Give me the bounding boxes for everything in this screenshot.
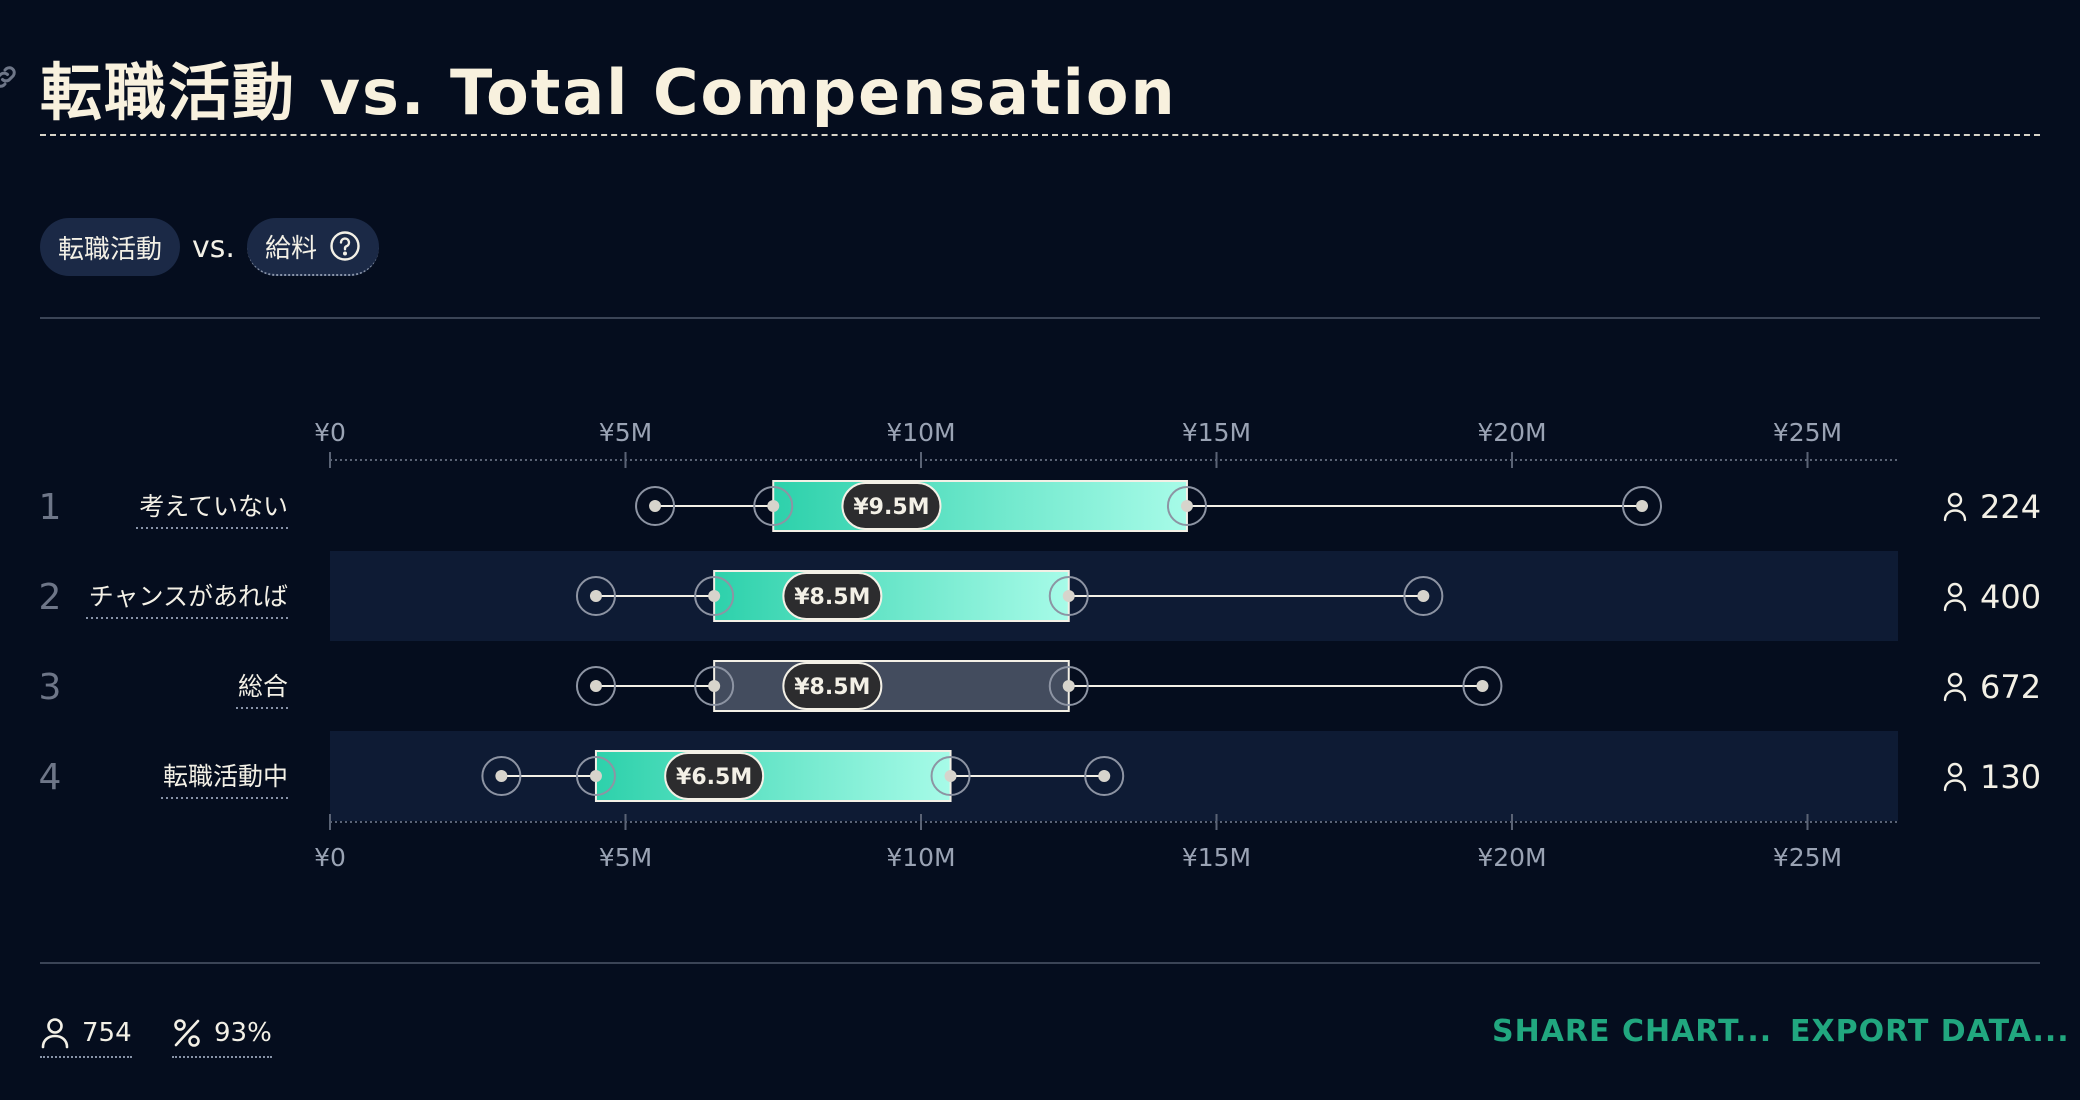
marker-ring-p10 [481, 756, 522, 796]
marker-ring-q1 [575, 756, 616, 796]
marker-dot-q1 [589, 770, 602, 782]
marker-dot-q1 [708, 590, 721, 602]
group-filter-pill[interactable]: 転職活動 [40, 218, 181, 276]
footer: 754 93% SHARE CHART... EXPORT DATA... [40, 1010, 2069, 1060]
marker-ring-q1 [694, 576, 735, 616]
iqr-box[interactable] [772, 480, 1188, 532]
x-tick-label: ¥15M [1182, 843, 1251, 872]
person-icon [41, 1018, 69, 1049]
median-label: ¥8.5M [794, 675, 870, 700]
marker-dot-q1 [708, 680, 721, 692]
marker-dot-q1 [767, 500, 780, 512]
row-label[interactable]: 考えていない [139, 492, 288, 521]
median-badge[interactable] [841, 482, 942, 530]
marker-dot-q3 [1180, 500, 1193, 512]
metric-filter-label: 給料 [264, 233, 317, 264]
section-divider-bottom [40, 962, 2040, 964]
median-badge[interactable] [664, 752, 765, 800]
x-tick-label: ¥5M [599, 418, 652, 447]
marker-dot-p90 [1476, 680, 1489, 692]
marker-dot-p10 [589, 590, 602, 602]
x-tick-label: ¥10M [886, 843, 955, 872]
iqr-box[interactable] [594, 750, 952, 802]
marker-ring-p10 [575, 666, 616, 706]
filter-row: 転職活動 vs. 給料 [40, 218, 379, 276]
x-tick-label: ¥0 [314, 418, 346, 447]
marker-ring-p90 [1403, 576, 1444, 616]
x-tick-label: ¥25M [1773, 843, 1842, 872]
title-divider [40, 134, 2040, 136]
percent-icon [174, 1019, 200, 1047]
vs-label: vs. [192, 229, 235, 265]
marker-ring-q1 [753, 486, 794, 526]
median-label: ¥6.5M [676, 765, 752, 790]
marker-dot-p10 [495, 770, 508, 782]
marker-dot-p90 [1098, 770, 1111, 782]
marker-ring-q3 [1048, 576, 1089, 616]
x-tick-label: ¥0 [314, 843, 346, 872]
export-data-button[interactable]: EXPORT DATA... [1790, 1014, 2070, 1049]
x-tick-label: ¥5M [599, 843, 652, 872]
help-icon[interactable] [329, 230, 361, 262]
row-label[interactable]: 総合 [238, 672, 288, 701]
person-icon [1943, 672, 1967, 702]
row-count: 672 [1980, 668, 2041, 706]
median-label: ¥9.5M [853, 495, 929, 520]
median-badge[interactable] [782, 572, 883, 620]
marker-ring-p90 [1462, 666, 1503, 706]
marker-dot-q3 [1062, 590, 1075, 602]
marker-ring-p90 [1622, 486, 1663, 526]
marker-ring-p10 [575, 576, 616, 616]
row-rank: 3 [39, 667, 62, 708]
row-rank: 2 [39, 577, 62, 618]
marker-dot-q3 [944, 770, 957, 782]
marker-dot-p10 [649, 500, 662, 512]
median-label: ¥8.5M [794, 585, 870, 610]
iqr-box[interactable] [713, 660, 1070, 712]
box-row[interactable]: 3 総合 ¥8.5M 672 [39, 660, 2042, 712]
person-icon [1943, 762, 1967, 792]
x-tick-label: ¥10M [886, 418, 955, 447]
marker-dot-p10 [589, 680, 602, 692]
row-label[interactable]: チャンスがあれば [89, 582, 288, 611]
x-tick-label: ¥20M [1477, 843, 1546, 872]
marker-dot-p90 [1636, 500, 1649, 512]
median-badge[interactable] [782, 662, 883, 710]
row-label[interactable]: 転職活動中 [163, 762, 288, 791]
section-divider-top [40, 317, 2040, 319]
link-icon[interactable] [0, 62, 20, 96]
marker-ring-q3 [1166, 486, 1207, 526]
marker-dot-p90 [1417, 590, 1430, 602]
page-title: 転職活動 vs. Total Compensation [40, 56, 1177, 129]
x-tick-label: ¥20M [1477, 418, 1546, 447]
marker-dot-q3 [1062, 680, 1075, 692]
title-row: 転職活動 vs. Total Compensation [0, 40, 2080, 129]
iqr-box[interactable] [713, 570, 1070, 622]
share-chart-button[interactable]: SHARE CHART... [1492, 1014, 1773, 1049]
respondents-value: 754 [82, 1018, 132, 1048]
marker-ring-q3 [1048, 666, 1089, 706]
x-tick-label: ¥25M [1773, 418, 1842, 447]
marker-ring-p10 [635, 486, 676, 526]
box-row[interactable]: 1 考えていない ¥9.5M 224 [39, 480, 2042, 532]
marker-ring-q3 [930, 756, 971, 796]
percent-value: 93% [214, 1018, 272, 1048]
row-rank: 4 [39, 757, 62, 798]
row-count: 130 [1980, 758, 2041, 796]
marker-ring-p90 [1084, 756, 1125, 796]
x-tick-label: ¥15M [1182, 418, 1251, 447]
percent-stat[interactable]: 93% [172, 1010, 272, 1058]
box-row[interactable]: 4 転職活動中 ¥6.5M 130 [39, 750, 2042, 802]
row-rank: 1 [39, 487, 62, 528]
box-row[interactable]: 2 チャンスがあれば ¥8.5M 400 [39, 570, 2042, 622]
respondents-stat[interactable]: 754 [40, 1010, 132, 1058]
row-count: 224 [1980, 488, 2041, 526]
row-count: 400 [1980, 578, 2041, 616]
person-icon [1943, 582, 1967, 612]
metric-filter-pill[interactable]: 給料 [246, 218, 379, 276]
marker-ring-q1 [694, 666, 735, 706]
person-icon [1943, 492, 1967, 522]
